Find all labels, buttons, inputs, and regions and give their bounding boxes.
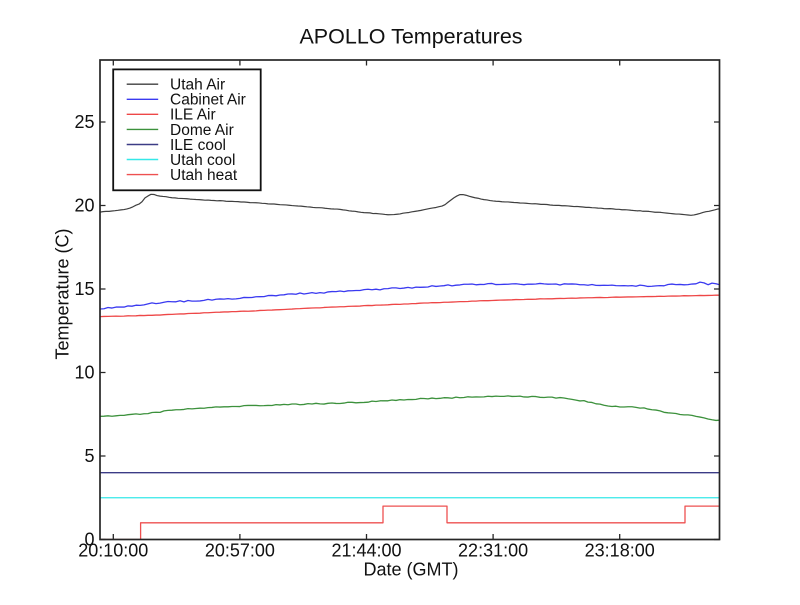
svg-text:Utah heat: Utah heat bbox=[170, 167, 238, 184]
svg-text:15: 15 bbox=[74, 279, 94, 299]
svg-text:0: 0 bbox=[84, 530, 94, 550]
svg-text:ILE Air: ILE Air bbox=[170, 107, 216, 124]
svg-text:10: 10 bbox=[74, 363, 94, 383]
svg-text:22:31:00: 22:31:00 bbox=[458, 541, 528, 561]
svg-text:20: 20 bbox=[74, 196, 94, 216]
svg-text:ILE cool: ILE cool bbox=[170, 137, 226, 154]
svg-text:Dome Air: Dome Air bbox=[170, 122, 234, 139]
svg-text:Cabinet Air: Cabinet Air bbox=[170, 92, 246, 109]
svg-text:Utah cool: Utah cool bbox=[170, 152, 235, 169]
svg-text:Date (GMT): Date (GMT) bbox=[363, 560, 458, 580]
svg-text:5: 5 bbox=[84, 446, 94, 466]
svg-text:Temperature (C): Temperature (C) bbox=[53, 228, 73, 359]
svg-text:25: 25 bbox=[74, 112, 94, 132]
svg-text:21:44:00: 21:44:00 bbox=[331, 541, 401, 561]
svg-text:APOLLO Temperatures: APOLLO Temperatures bbox=[299, 25, 522, 49]
svg-text:20:10:00: 20:10:00 bbox=[78, 541, 148, 561]
svg-text:23:18:00: 23:18:00 bbox=[585, 541, 655, 561]
svg-text:20:57:00: 20:57:00 bbox=[205, 541, 275, 561]
svg-text:Utah Air: Utah Air bbox=[170, 77, 225, 94]
